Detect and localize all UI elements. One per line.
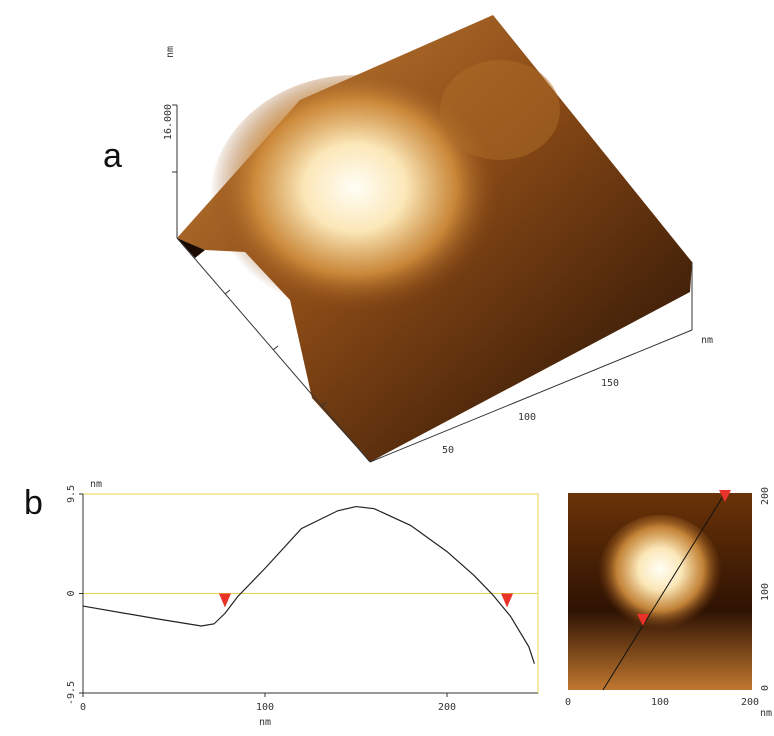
surface-shade xyxy=(440,60,560,160)
y-axis-label: nm xyxy=(90,479,102,490)
x-axis-label: nm xyxy=(259,717,271,728)
figure: a nm 16.000 50 100 150 nm b nm nm 9.50-9… xyxy=(0,0,774,736)
image-tick-label: 200 xyxy=(760,487,771,505)
xy-tick-label: 50 xyxy=(442,445,454,456)
y-tick-label: -9.5 xyxy=(66,681,77,705)
image-tick-label: 100 xyxy=(760,583,771,601)
cursor-marker xyxy=(219,594,231,608)
xy-tick-label: 100 xyxy=(518,412,536,423)
xy-unit: nm xyxy=(701,335,713,346)
panel-label: a xyxy=(103,137,122,175)
x-tick-label: 0 xyxy=(80,702,86,713)
cursor-marker xyxy=(501,594,513,608)
z-tick-label: 16.000 xyxy=(163,104,174,140)
profile-line xyxy=(83,507,534,664)
z-unit: nm xyxy=(165,46,176,58)
panel-label: b xyxy=(24,484,43,522)
image-tick-label: 0 xyxy=(760,685,771,691)
image-peak xyxy=(598,515,722,635)
x-tick-label: 100 xyxy=(256,702,274,713)
y-tick-label: 9.5 xyxy=(66,485,77,503)
image-tick-label: 200 xyxy=(741,697,759,708)
image-unit: nm xyxy=(760,708,772,719)
image-tick-label: 100 xyxy=(651,697,669,708)
x-tick-label: 200 xyxy=(438,702,456,713)
y-tick-label: 0 xyxy=(66,590,77,596)
xy-tick-label: 150 xyxy=(601,378,619,389)
image-tick-label: 0 xyxy=(565,697,571,708)
